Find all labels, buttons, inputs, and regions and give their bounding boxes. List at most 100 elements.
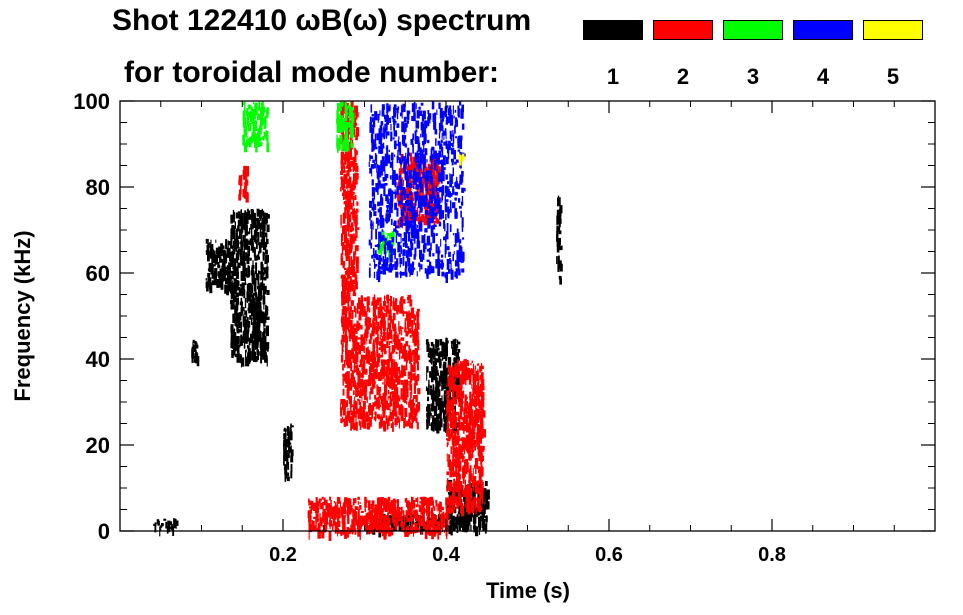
spectral-mark-mode-2 <box>342 318 347 327</box>
spectral-mark-mode-2 <box>464 402 466 410</box>
spectral-mark-mode-2 <box>463 359 467 370</box>
spectral-mark-mode-2 <box>341 151 344 162</box>
spectral-mark-mode-1 <box>261 231 265 239</box>
spectral-mark-mode-2 <box>463 440 468 449</box>
spectral-mark-mode-2 <box>468 439 472 450</box>
spectral-mark-mode-2 <box>409 422 412 425</box>
spectral-mark-mode-2 <box>446 453 448 462</box>
spectral-mark-mode-2 <box>410 152 412 161</box>
spectral-mark-mode-4 <box>370 230 373 240</box>
spectral-mark-mode-2 <box>457 478 461 485</box>
spectral-mark-mode-1 <box>426 372 428 381</box>
spectral-mark-mode-2 <box>345 400 348 408</box>
spectral-mark-mode-2 <box>373 371 376 376</box>
spectral-mark-mode-1 <box>428 359 432 363</box>
spectral-mark-mode-2 <box>342 504 347 513</box>
spectral-mark-mode-2 <box>450 428 454 438</box>
spectral-mark-mode-1 <box>248 331 250 334</box>
spectral-mark-mode-1 <box>444 367 447 370</box>
spectral-mark-mode-2 <box>360 334 364 345</box>
spectral-mark-mode-2 <box>325 499 328 510</box>
spectral-mark-mode-4 <box>402 256 405 266</box>
spectral-mark-mode-1 <box>226 265 230 272</box>
spectral-mark-mode-4 <box>440 210 444 219</box>
spectral-mark-mode-1 <box>254 255 258 261</box>
spectral-mark-mode-4 <box>459 174 463 185</box>
spectral-mark-mode-1 <box>434 394 437 400</box>
spectral-mark-mode-1 <box>229 283 233 294</box>
spectral-mark-mode-2 <box>395 411 398 418</box>
spectral-mark-mode-1 <box>240 297 243 306</box>
spectral-mark-mode-4 <box>396 225 400 229</box>
spectral-mark-mode-1 <box>243 339 246 349</box>
spectral-mark-mode-2 <box>410 392 412 399</box>
spectral-mark-mode-2 <box>323 518 327 525</box>
spectral-mark-mode-2 <box>363 419 367 429</box>
spectral-mark-mode-2 <box>471 383 473 389</box>
spectral-mark-mode-2 <box>347 383 349 393</box>
spectral-mark-mode-1 <box>484 516 487 519</box>
spectral-mark-mode-1 <box>260 312 264 323</box>
spectral-mark-mode-2 <box>413 315 417 321</box>
spectral-mark-mode-2 <box>391 514 395 524</box>
spectral-mark-mode-2 <box>343 201 346 205</box>
spectral-mark-mode-2 <box>461 383 463 389</box>
spectral-mark-mode-2 <box>388 367 393 376</box>
spectral-mark-mode-2 <box>346 290 350 297</box>
spectral-mark-mode-2 <box>353 512 356 521</box>
spectral-mark-mode-1 <box>233 328 236 340</box>
spectral-mark-mode-2 <box>366 303 369 312</box>
spectral-mark-mode-1 <box>431 414 433 419</box>
spectral-mark-mode-4 <box>440 174 443 184</box>
spectral-mark-mode-4 <box>369 263 371 266</box>
spectral-mark-mode-2 <box>352 156 356 164</box>
spectral-mark-mode-2 <box>453 445 455 453</box>
spectral-mark-mode-2 <box>482 495 484 505</box>
spectral-mark-mode-2 <box>392 359 394 370</box>
spectral-mark-mode-2 <box>355 150 358 155</box>
spectral-mark-mode-4 <box>371 139 375 151</box>
spectral-mark-mode-1 <box>463 523 465 528</box>
spectral-mark-mode-1 <box>223 253 226 259</box>
spectral-mark-mode-4 <box>379 224 383 229</box>
spectral-mark-mode-2 <box>480 362 483 372</box>
spectral-mark-mode-4 <box>421 149 424 160</box>
spectral-mark-mode-3 <box>337 103 340 112</box>
spectral-mark-mode-2 <box>451 391 455 401</box>
spectral-mark-mode-2 <box>386 517 388 520</box>
spectral-mark-mode-2 <box>343 521 346 532</box>
spectral-mark-mode-4 <box>427 217 431 229</box>
spectral-mark-mode-2 <box>408 345 411 349</box>
spectral-mark-mode-2 <box>347 178 351 188</box>
spectral-mark-mode-4 <box>389 175 392 180</box>
spectral-mark-mode-2 <box>448 506 451 514</box>
spectral-mark-mode-1 <box>438 375 441 387</box>
spectral-mark-mode-2 <box>417 339 420 351</box>
spectral-mark-mode-2 <box>449 387 453 390</box>
spectral-mark-mode-1 <box>261 264 264 269</box>
spectral-mark-mode-4 <box>429 177 431 184</box>
spectral-mark-mode-1 <box>436 386 440 398</box>
spectral-mark-mode-1 <box>235 232 238 241</box>
spectral-mark-mode-1 <box>466 526 468 533</box>
spectral-mark-mode-2 <box>365 411 369 422</box>
spectral-mark-mode-2 <box>351 312 354 316</box>
spectral-mark-mode-1 <box>265 212 268 224</box>
spectral-mark-mode-3 <box>242 110 245 121</box>
spectral-mark-mode-2 <box>343 189 347 194</box>
spectral-mark-mode-3 <box>249 117 252 122</box>
spectral-mark-mode-2 <box>313 516 316 520</box>
spectral-mark-mode-2 <box>412 397 415 405</box>
spectral-mark-mode-1 <box>228 275 232 285</box>
spectral-mark-mode-2 <box>400 390 403 400</box>
spectral-mark-mode-2 <box>355 256 359 264</box>
spectral-mark-mode-1 <box>441 395 443 403</box>
spectral-mark-mode-4 <box>406 120 409 124</box>
mode-2-region <box>307 496 449 541</box>
spectral-mark-mode-1 <box>256 312 260 323</box>
spectral-mark-mode-1 <box>255 336 259 341</box>
spectral-mark-mode-2 <box>404 395 407 404</box>
spectral-mark-mode-2 <box>380 343 384 353</box>
spectral-mark-mode-2 <box>355 177 358 185</box>
spectral-mark-mode-2 <box>340 275 343 279</box>
